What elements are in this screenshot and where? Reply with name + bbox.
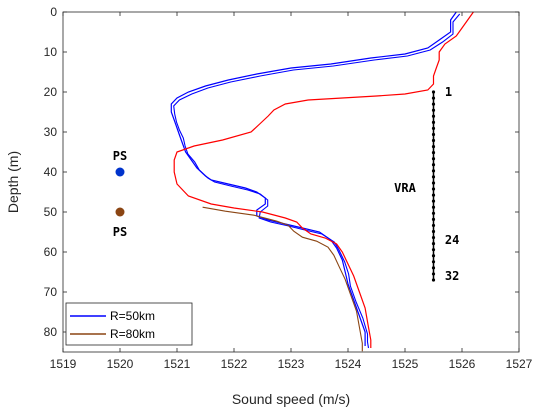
x-tick-label: 1525	[392, 357, 419, 371]
legend-box	[65, 302, 193, 346]
annotations-group: PS PS VRA 1 24 32	[113, 85, 460, 283]
x-tick-label: 1527	[506, 357, 533, 371]
vra-element	[431, 242, 436, 246]
vra-element	[431, 260, 436, 264]
x-tick-label: 1524	[335, 357, 362, 371]
vra-element	[431, 272, 436, 276]
x-tick-label: 1520	[107, 357, 134, 371]
legend-label-r50: R=50km	[110, 309, 155, 323]
vra-element	[431, 157, 436, 161]
x-tick-label: 1521	[164, 357, 191, 371]
y-tick-label: 0	[50, 5, 57, 19]
y-tick-label: 10	[44, 45, 58, 59]
y-tick-label: 70	[44, 285, 58, 299]
y-tick-label: 40	[44, 165, 58, 179]
vra-element	[431, 169, 436, 173]
plot-area	[63, 12, 519, 352]
y-tick-label: 20	[44, 85, 58, 99]
profiles-group	[170, 11, 474, 352]
vra-element	[431, 126, 436, 130]
vra-element	[431, 151, 436, 155]
legend: R=50km R=80km	[65, 302, 193, 346]
vra-element	[431, 187, 436, 191]
vra-element	[431, 138, 436, 143]
legend-label-r80: R=80km	[110, 327, 155, 341]
vra-element	[431, 144, 436, 149]
vra-element	[431, 163, 436, 167]
annotation-label: 24	[445, 233, 459, 247]
vra-element	[431, 223, 436, 228]
vra-element	[431, 181, 436, 185]
y-tick-label: 80	[44, 325, 58, 339]
annotation-label: PS	[113, 149, 127, 163]
y-axis-label: Depth (m)	[5, 151, 21, 213]
x-tick-label: 1526	[449, 357, 476, 371]
series-twin-line-1	[202, 206, 363, 352]
annotation-label: VRA	[394, 181, 416, 195]
vra-element	[431, 211, 436, 215]
vra-element	[431, 96, 436, 100]
vra-element	[431, 266, 436, 270]
vra-element	[431, 102, 436, 106]
annotation-label: 32	[445, 269, 459, 283]
x-tick-label: 1519	[50, 357, 77, 371]
vra-element	[431, 199, 436, 203]
vra-element	[431, 235, 436, 240]
annotation-label: 1	[445, 85, 452, 99]
series-line-1	[173, 11, 474, 348]
y-tick-label: 30	[44, 125, 58, 139]
y-tick-label: 60	[44, 245, 58, 259]
vra-element	[431, 205, 436, 209]
vra-element	[431, 114, 436, 118]
vra-element	[431, 132, 436, 137]
vra-element	[431, 90, 436, 94]
plot-frame	[62, 11, 520, 353]
vra-element	[431, 193, 436, 197]
source-marker-40m	[115, 167, 125, 177]
series-twin-line-0	[173, 13, 461, 349]
vra-element	[431, 108, 436, 112]
vra-element	[431, 175, 436, 179]
y-tick-label: 50	[44, 205, 58, 219]
vra-element	[431, 229, 436, 234]
x-tick-label: 1522	[221, 357, 248, 371]
x-tick-label: 1523	[278, 357, 305, 371]
x-axis-label: Sound speed (m/s)	[232, 391, 350, 407]
vra-element	[431, 278, 436, 282]
vra-element	[431, 248, 436, 252]
annotation-label: PS	[113, 225, 127, 239]
source-marker-50m	[115, 207, 125, 217]
ticks-group: 1519 1520 1521 1522 1523 1524 1525 1526 1527 0 10 2…	[44, 5, 533, 371]
vra-element	[431, 217, 436, 221]
vra-element	[431, 120, 436, 124]
vra-element	[431, 254, 436, 258]
